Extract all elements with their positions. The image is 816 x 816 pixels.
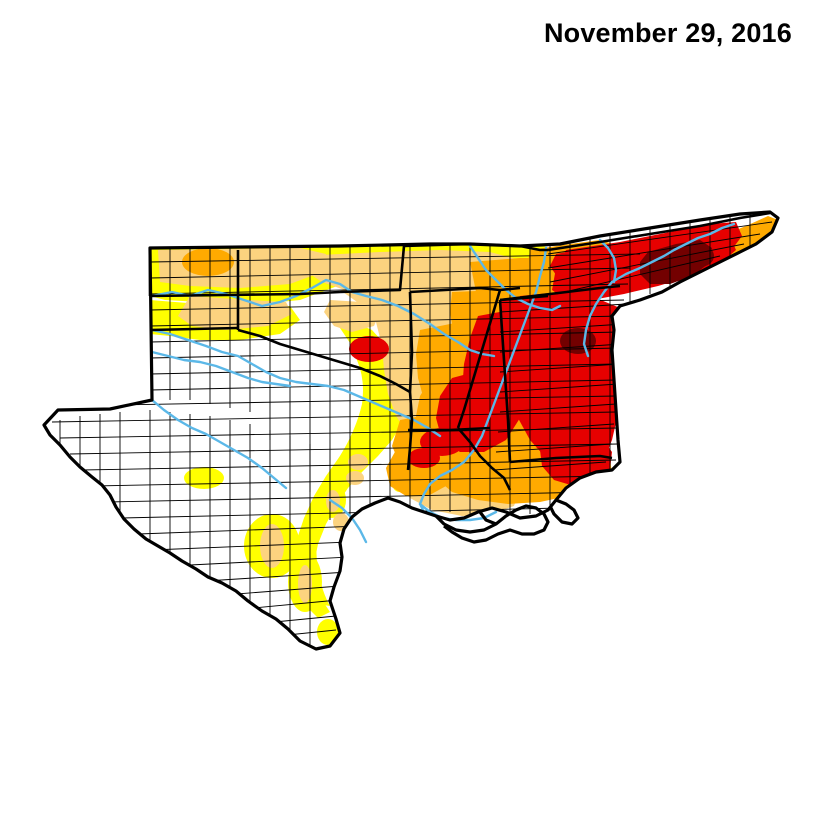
region-outline — [42, 210, 780, 651]
county-boundaries — [51, 214, 773, 646]
map-title-bar: November 29, 2016 — [544, 18, 792, 49]
map-date-title: November 29, 2016 — [543, 18, 792, 48]
